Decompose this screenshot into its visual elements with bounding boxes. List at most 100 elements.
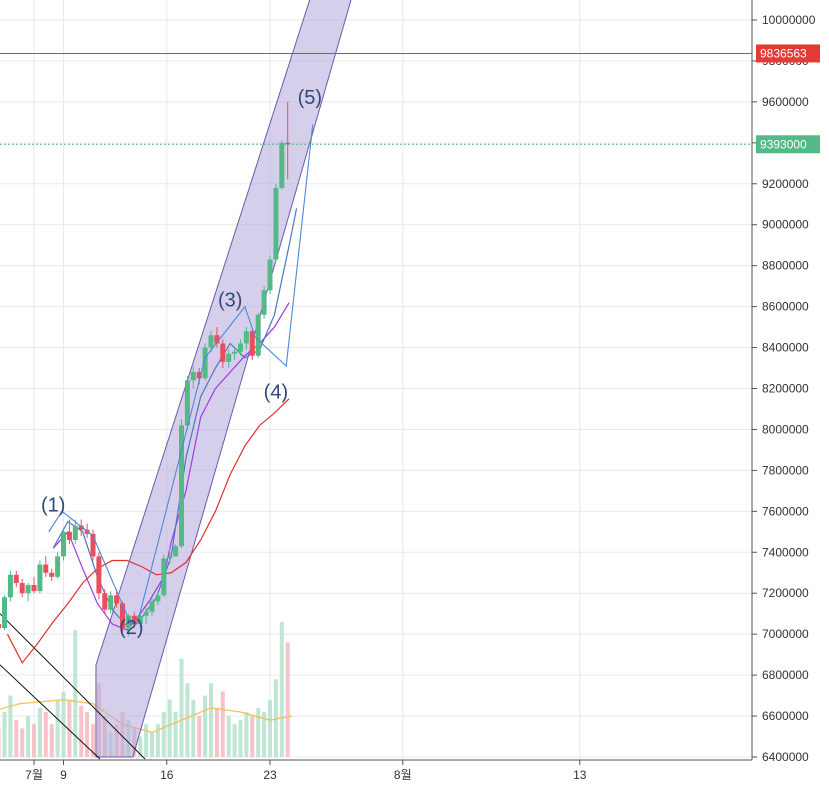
candle-body [7,574,13,598]
volume-bar [0,728,1,757]
time-axis-background [0,760,829,795]
candle-body [43,564,49,573]
volume-bar [279,621,284,757]
candle-body [131,615,137,624]
volume-bar [268,699,272,757]
candle-body [202,347,208,379]
wave-label: (2) [119,617,143,639]
volume-bar [2,711,7,757]
candle-body [143,611,149,616]
volume-bar [14,720,19,757]
moving-average-line [52,302,290,631]
candle-body [226,353,232,362]
y-tick-label: 6600000 [762,709,809,723]
y-tick-label: 8800000 [762,259,809,273]
candle-body [66,531,72,540]
candle-body [90,533,96,557]
x-tick-label: 8월 [394,768,412,782]
x-tick-label: 23 [263,768,277,782]
y-tick-label: 8400000 [762,341,809,355]
volume-bar [26,716,31,757]
candle-body [243,331,249,344]
y-tick-label: 7800000 [762,463,809,477]
volume-bar [209,683,213,757]
volume-bar [85,711,90,757]
moving-average-line [6,398,290,664]
volume-bar [43,711,48,757]
candle-body [114,595,120,604]
volume-bar [214,707,219,757]
candle-body [55,556,61,577]
volume-bar [244,711,249,757]
volume-bar [238,720,243,757]
y-tick-label: 7200000 [762,586,809,600]
candle-body [214,335,220,344]
candle-body [149,601,155,612]
price-tag-box [756,135,820,154]
y-tick-label: 8200000 [762,382,809,396]
volume-bar [167,699,172,757]
candle-body [13,574,19,583]
y-tick-label: 9600000 [762,95,809,109]
candle-body [220,343,226,362]
candle-body [96,556,102,594]
volume-bar [79,705,84,757]
candle-body [61,531,66,557]
volume-bar [220,691,225,757]
volume-bar [197,716,202,757]
candle-body [285,142,291,145]
wave-label: (3) [218,290,242,312]
candle-body [72,525,78,540]
candle-body [167,556,173,559]
trend-line-black [0,664,101,760]
candle-body [2,597,7,629]
trend-channel [95,0,352,758]
wave-label: (5) [298,87,322,109]
candle-body [196,372,202,379]
candle-body [261,290,267,315]
volume-bar [185,683,190,757]
y-tick-label: 10000000 [762,13,816,27]
candle-body [232,351,238,354]
volume-bar [73,630,78,757]
volume-bar [20,728,25,757]
volume-bar [144,724,149,757]
volume-bar [161,711,166,757]
candle-body [255,314,261,356]
candle-body [49,572,55,577]
x-tick-label: 16 [160,768,174,782]
price-axis-background [752,0,829,795]
volume-bar [232,724,237,757]
candle-body [0,623,2,629]
candle-body [108,595,114,610]
candle-body [267,259,273,291]
volume-bar [191,699,196,757]
volume-bar [37,707,42,757]
candle-body [179,425,184,547]
volume-bar [273,679,278,757]
volume-bar [262,711,267,757]
candle-body [120,603,125,629]
volume-bar [203,695,208,757]
candle-body [37,564,43,592]
y-tick-label: 6400000 [762,750,809,764]
wave-label: (4) [264,382,288,404]
candle-body [161,558,167,596]
volume-bar [256,707,261,757]
volume-bar [32,724,36,757]
candle-body [102,593,108,610]
candle-body [173,546,179,557]
wave-label: (1) [41,494,65,516]
volume-bar [173,711,178,757]
volume-bar [285,642,290,757]
candle-body [184,380,190,426]
candle-body [238,343,243,352]
candle-body [25,585,31,594]
volume-bar [138,736,143,757]
candle-body [249,331,255,356]
y-tick-label: 6800000 [762,668,809,682]
candle-body [208,335,214,348]
volume-bar [155,724,160,757]
